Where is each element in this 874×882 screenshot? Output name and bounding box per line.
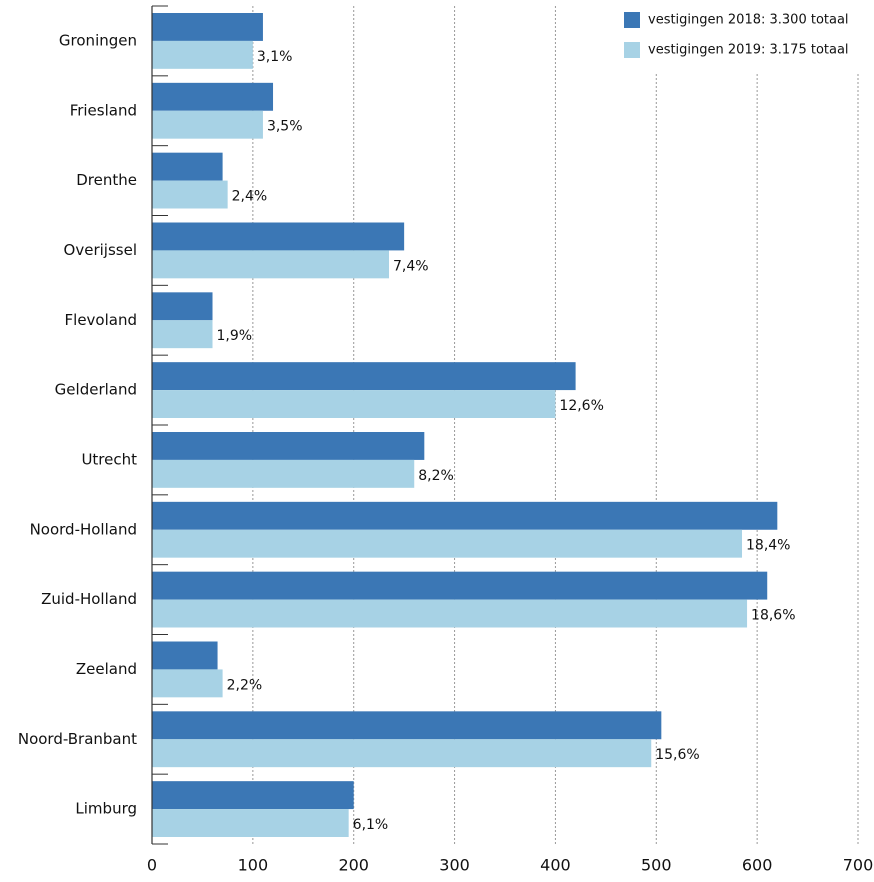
- legend-background: [614, 0, 874, 72]
- bar: [152, 362, 576, 391]
- bar: [152, 739, 652, 768]
- data-label: 8,2%: [418, 468, 454, 484]
- y-tick-label: Gelderland: [55, 381, 137, 399]
- y-tick-label: Zuid-Holland: [41, 590, 137, 608]
- bar: [152, 501, 778, 530]
- legend-swatch: [624, 42, 640, 58]
- data-label: 18,6%: [751, 608, 795, 624]
- data-label: 1,9%: [217, 328, 253, 344]
- bar: [152, 571, 768, 600]
- bar: [152, 711, 662, 740]
- y-tick-label: Friesland: [70, 101, 137, 119]
- bar: [152, 459, 415, 488]
- legend-label: vestigingen 2019: 3.175 totaal: [648, 43, 849, 58]
- x-tick-label: 400: [540, 856, 571, 875]
- bar: [152, 292, 213, 321]
- data-label: 2,4%: [232, 189, 268, 205]
- legend-swatch: [624, 12, 640, 28]
- x-tick-label: 100: [238, 856, 269, 875]
- bar: [152, 809, 349, 837]
- y-tick-label: Groningen: [59, 31, 137, 49]
- bar: [152, 13, 263, 41]
- bar: [152, 390, 556, 418]
- legend-label: vestigingen 2018: 3.300 totaal: [648, 13, 849, 28]
- data-label: 15,6%: [655, 747, 699, 763]
- bar: [152, 40, 253, 69]
- bar: [152, 110, 263, 139]
- x-tick-label: 200: [338, 856, 369, 875]
- bar: [152, 250, 390, 279]
- bar: [152, 222, 405, 251]
- y-tick-label: Noord-Branbant: [18, 730, 137, 748]
- x-tick-label: 300: [439, 856, 470, 875]
- data-label: 2,2%: [227, 677, 263, 693]
- y-tick-label: Overijssel: [64, 241, 137, 259]
- bar: [152, 781, 354, 810]
- bar: [152, 152, 223, 181]
- data-label: 12,6%: [559, 398, 603, 414]
- x-tick-label: 0: [147, 856, 157, 875]
- data-label: 6,1%: [353, 817, 389, 833]
- bar: [152, 599, 748, 628]
- y-tick-label: Drenthe: [76, 171, 137, 189]
- bar: [152, 320, 213, 349]
- y-tick-label: Flevoland: [65, 311, 137, 329]
- y-tick-label: Utrecht: [81, 450, 137, 468]
- bar: [152, 432, 425, 460]
- y-tick-label: Zeeland: [76, 660, 137, 678]
- x-tick-label: 700: [843, 856, 874, 875]
- bar: [152, 529, 743, 558]
- y-tick-label: Noord-Holland: [30, 520, 137, 538]
- y-tick-label: Limburg: [75, 800, 137, 818]
- data-label: 3,1%: [257, 49, 293, 65]
- data-label: 18,4%: [746, 538, 790, 554]
- bar: [152, 180, 228, 209]
- bar: [152, 82, 274, 111]
- data-label: 7,4%: [393, 258, 429, 274]
- bar: [152, 641, 218, 670]
- x-tick-label: 600: [742, 856, 773, 875]
- bar: [152, 669, 223, 698]
- data-label: 3,5%: [267, 119, 303, 135]
- x-tick-label: 500: [641, 856, 672, 875]
